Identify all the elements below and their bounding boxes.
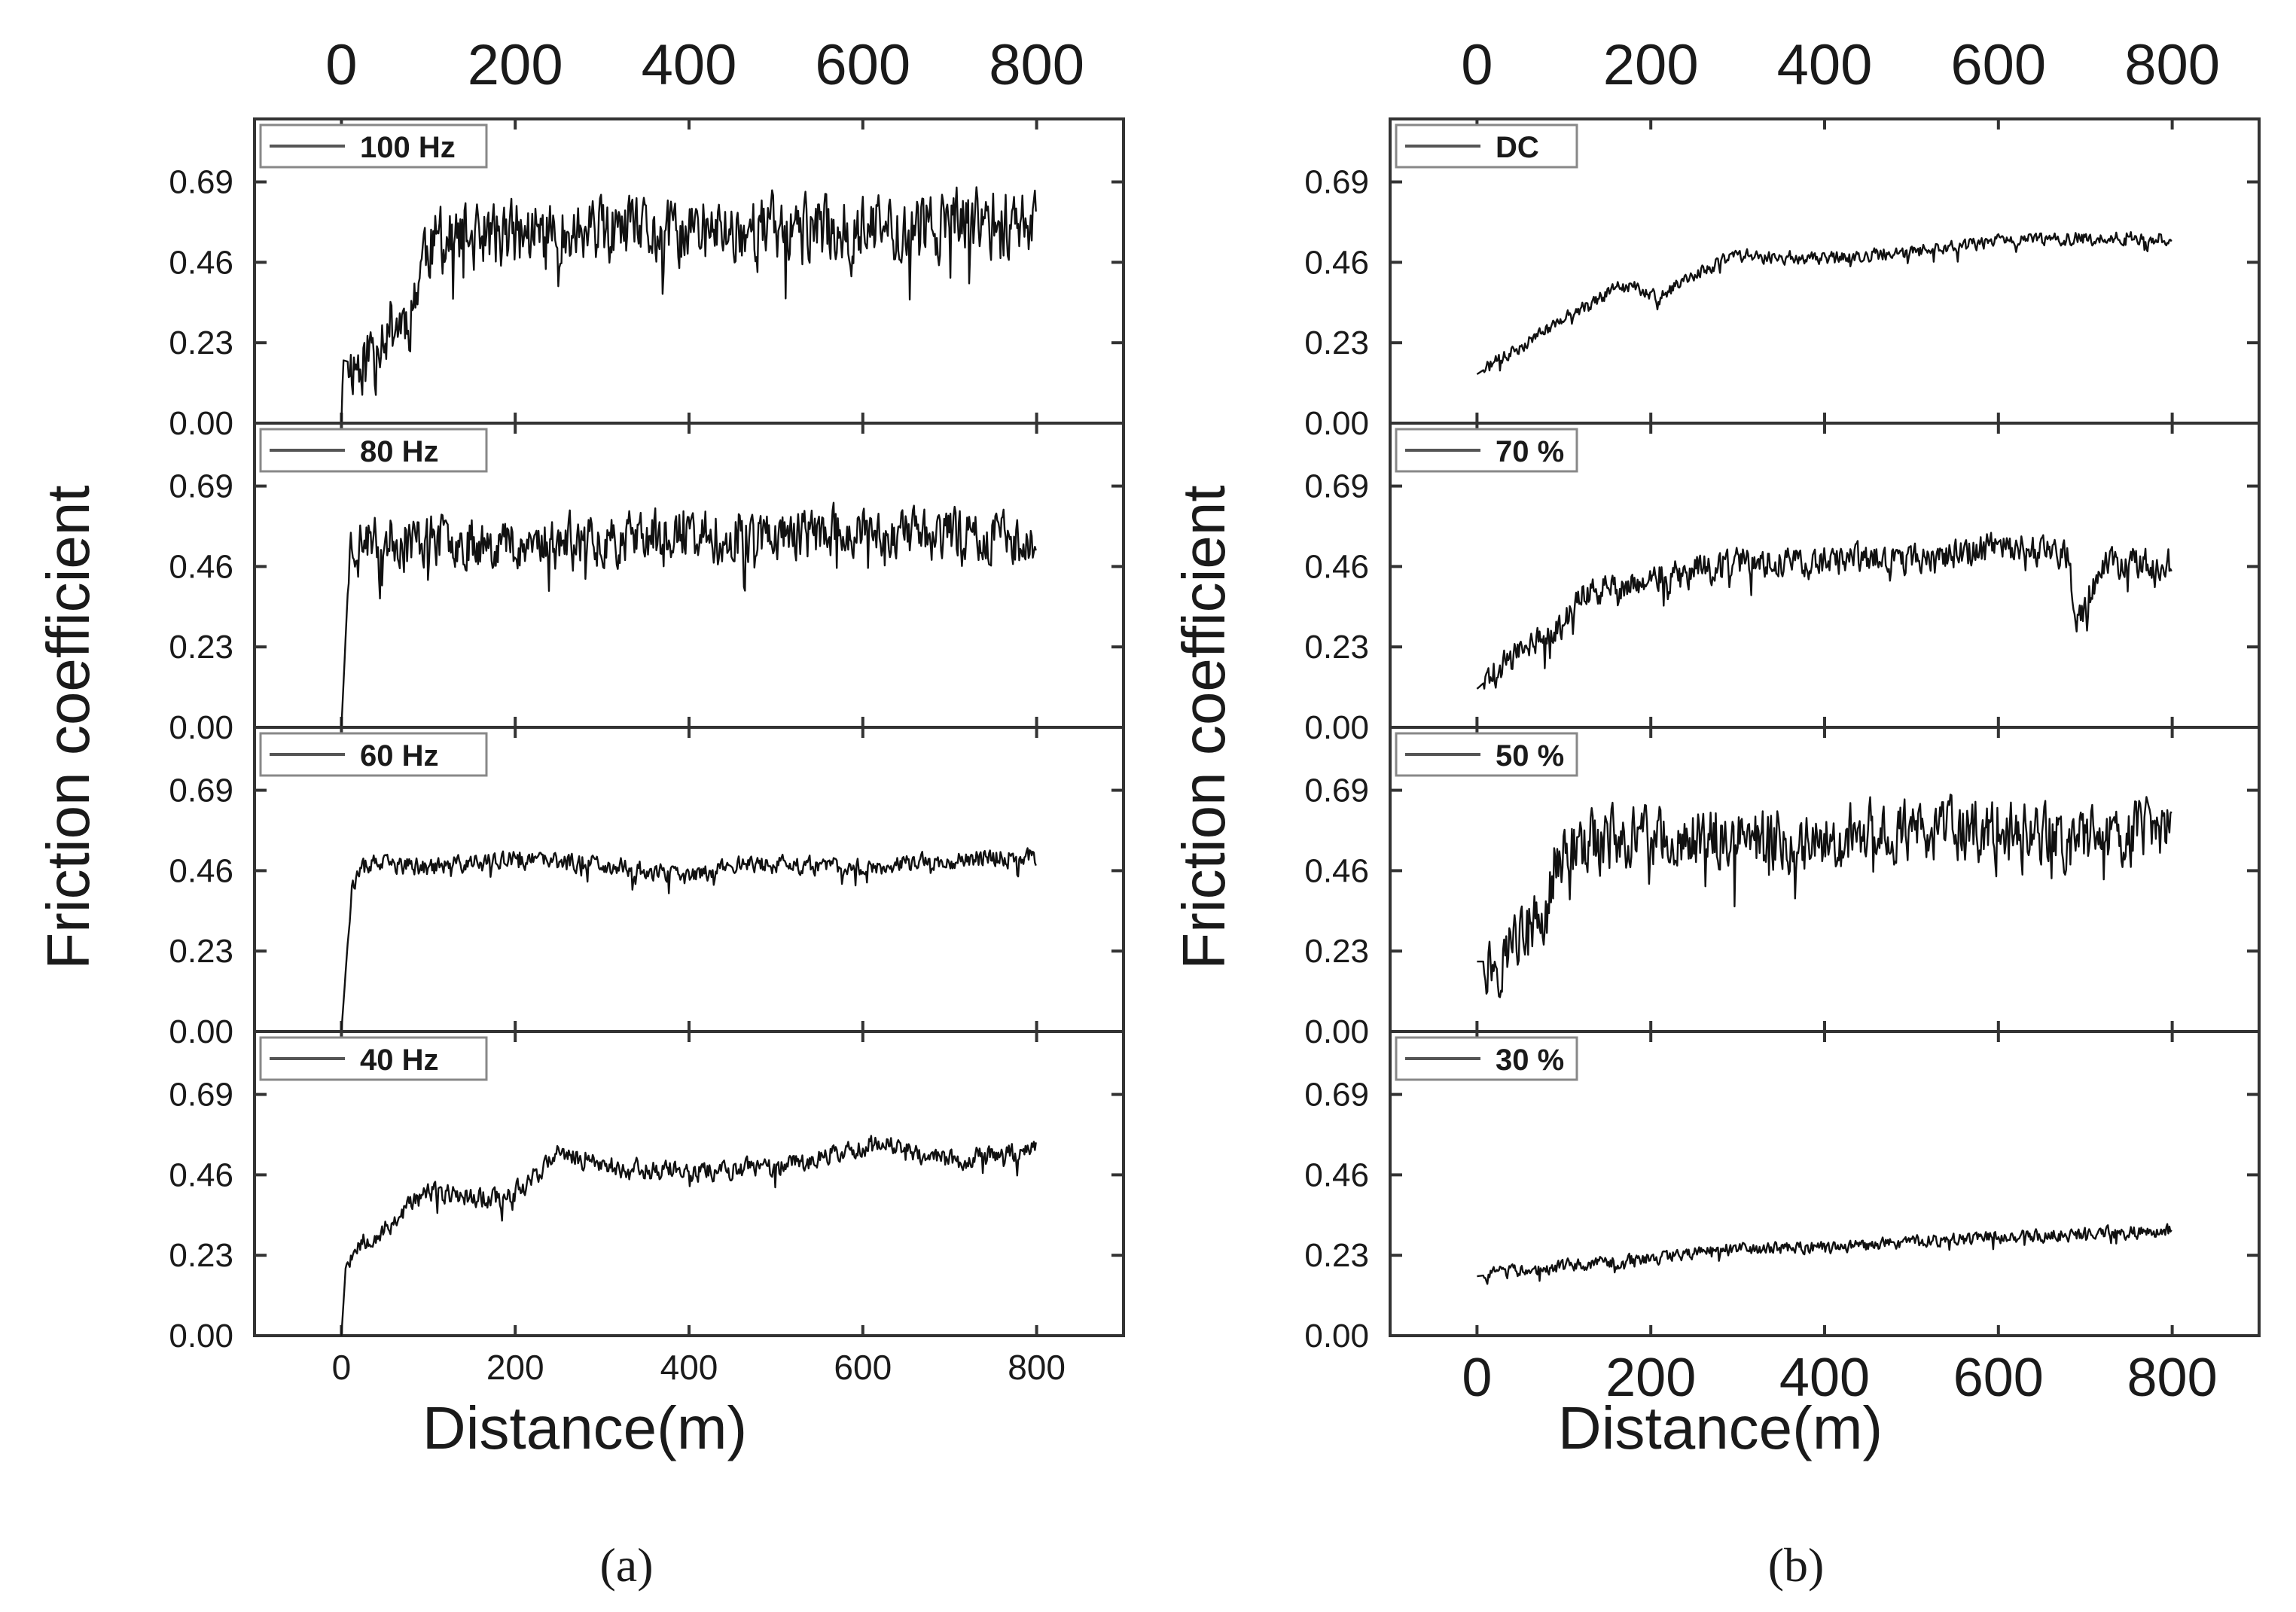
y-axis-label: Friction coefficient [1170, 485, 1237, 969]
y-tick-label: 0.00 [1304, 405, 1369, 442]
x-bottom-tick-label: 400 [1779, 1348, 1870, 1408]
y-tick-label: 0.69 [169, 468, 233, 505]
x-bottom-tick-label: 600 [1953, 1348, 2044, 1408]
y-tick-label: 0.23 [169, 629, 233, 666]
y-tick-label: 0.46 [169, 244, 233, 281]
legend-label: 30 % [1496, 1044, 1564, 1077]
series-line [1476, 532, 2173, 690]
y-tick-label: 0.69 [169, 1077, 233, 1114]
y-tick-label: 0.00 [1304, 1013, 1369, 1050]
subplot-2: 0.00 0.23 0.46 0.69 80 Hz [169, 422, 1125, 746]
legend-label: DC [1496, 131, 1539, 164]
x-top-tick-label: 400 [1777, 33, 1873, 97]
x-bottom-tick-label: 0 [332, 1348, 352, 1387]
x-top-tick-label: 600 [1950, 33, 2046, 97]
y-tick-label: 0.23 [169, 325, 233, 361]
y-tick-label: 0.23 [1304, 1237, 1369, 1274]
y-axis-label: Friction coefficient [35, 485, 102, 969]
y-tick-label: 0.00 [1304, 709, 1369, 746]
subplot-1: 0.00 0.23 0.46 0.69 100 Hz [169, 117, 1125, 442]
x-bottom-tick-label: 600 [834, 1348, 892, 1387]
y-tick-label: 0.00 [169, 405, 233, 442]
legend: 60 Hz [259, 732, 488, 777]
y-tick-label: 0.00 [169, 1013, 233, 1050]
series-line [340, 1135, 1037, 1336]
y-tick-label: 0.23 [1304, 629, 1369, 666]
series-line [1477, 794, 2173, 998]
panel-b-caption: (b) [1768, 1538, 1825, 1592]
y-tick-label: 0.46 [169, 548, 233, 585]
y-tick-label: 0.69 [1304, 468, 1369, 505]
x-bottom-tick-label: 800 [1008, 1348, 1066, 1387]
series-line [340, 847, 1037, 1032]
x-axis-label: Distance(m) [422, 1394, 747, 1461]
y-tick-label: 0.69 [169, 164, 233, 201]
y-tick-label: 0.23 [169, 933, 233, 970]
y-tick-label: 0.46 [1304, 1156, 1369, 1193]
x-axis-label: Distance(m) [1558, 1394, 1883, 1461]
x-top-tick-label: 200 [468, 33, 563, 97]
legend: 40 Hz [259, 1036, 488, 1081]
legend-label: 80 Hz [360, 435, 439, 468]
x-top-tick-label: 800 [2124, 33, 2220, 97]
legend-label: 40 Hz [360, 1044, 439, 1077]
y-tick-label: 0.69 [1304, 164, 1369, 201]
legend: 100 Hz [259, 123, 488, 169]
series-line [1476, 231, 2173, 376]
y-tick-label: 0.46 [169, 852, 233, 889]
y-tick-label: 0.46 [1304, 548, 1369, 585]
series-line [340, 186, 1037, 424]
subplot-4: 0.00 0.23 0.46 0.69 30 % [1304, 1030, 2261, 1355]
panel-a: 0.00 0.23 0.46 0.69 100 Hz 0.00 0.23 0.46 0.69 80… [35, 33, 1125, 1461]
x-top-tick-label: 200 [1603, 33, 1699, 97]
x-bottom-tick-label: 800 [2127, 1348, 2218, 1408]
y-tick-label: 0.46 [1304, 244, 1369, 281]
y-tick-label: 0.46 [1304, 852, 1369, 889]
y-tick-label: 0.23 [1304, 325, 1369, 361]
y-tick-label: 0.23 [1304, 933, 1369, 970]
legend-label: 70 % [1496, 435, 1564, 468]
x-bottom-tick-label: 0 [1462, 1348, 1492, 1408]
y-tick-label: 0.00 [1304, 1318, 1369, 1355]
subplot-3: 0.00 0.23 0.46 0.69 50 % [1304, 726, 2261, 1050]
legend: DC [1395, 123, 1578, 169]
legend-box [259, 123, 488, 169]
x-top-tick-label: 800 [989, 33, 1084, 97]
legend: 80 Hz [259, 428, 488, 473]
x-top-tick-label: 0 [1461, 33, 1493, 97]
y-tick-label: 0.69 [169, 772, 233, 809]
subplot-2: 0.00 0.23 0.46 0.69 70 % [1304, 422, 2261, 746]
x-bottom-tick-label: 200 [1605, 1348, 1696, 1408]
x-top-tick-label: 400 [642, 33, 737, 97]
series-line [340, 501, 1037, 728]
legend-label: 60 Hz [360, 739, 439, 772]
subplot-1: 0.00 0.23 0.46 0.69 DC [1304, 117, 2261, 442]
legend: 30 % [1395, 1036, 1578, 1081]
y-tick-label: 0.23 [169, 1237, 233, 1274]
y-tick-label: 0.00 [169, 709, 233, 746]
x-bottom-tick-label: 200 [486, 1348, 544, 1387]
y-tick-label: 0.46 [169, 1156, 233, 1193]
legend-label: 100 Hz [360, 131, 456, 164]
x-top-tick-label: 600 [815, 33, 910, 97]
legend: 50 % [1395, 732, 1578, 777]
x-top-tick-label: 0 [325, 33, 357, 97]
y-tick-label: 0.69 [1304, 772, 1369, 809]
subplot-4: 0.00 0.23 0.46 0.69 40 Hz [169, 1030, 1125, 1355]
legend: 70 % [1395, 428, 1578, 473]
y-tick-label: 0.69 [1304, 1077, 1369, 1114]
legend-label: 50 % [1496, 739, 1564, 772]
subplot-3: 0.00 0.23 0.46 0.69 60 Hz [169, 726, 1125, 1050]
y-tick-label: 0.00 [169, 1318, 233, 1355]
panel-a-caption: (a) [599, 1538, 653, 1592]
series-line [1477, 1223, 2173, 1285]
x-bottom-tick-label: 400 [660, 1348, 718, 1387]
